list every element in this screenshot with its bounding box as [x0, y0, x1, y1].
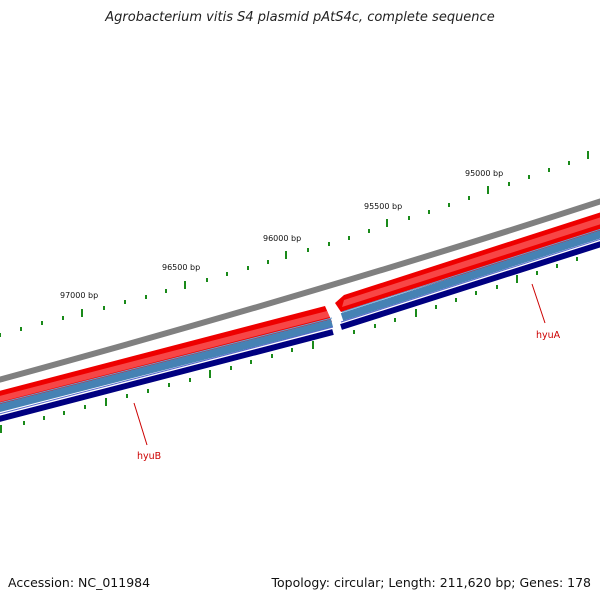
gene-label-hyuB[interactable]: hyuB: [137, 451, 161, 462]
scale-label-96500: 96500 bp: [162, 263, 200, 272]
inner-ticks: [0, 257, 578, 433]
scale-major-tick: [81, 309, 83, 317]
backbone-track: [0, 198, 600, 383]
scale-label-95500: 95500 bp: [364, 202, 402, 211]
gene-hyuB-leader: [133, 402, 148, 446]
accession-text: Accession: NC_011984: [8, 575, 151, 590]
scale-major-tick: [386, 219, 388, 227]
gene-label-hyuA[interactable]: hyuA: [536, 330, 561, 341]
steelblue-track: [0, 230, 600, 413]
map-title: Agrobacterium vitis S4 plasmid pAtS4c, c…: [105, 10, 495, 25]
sequence-summary: Topology: circular; Length: 211,620 bp; …: [271, 575, 592, 590]
scale-major-tick: [184, 281, 186, 289]
scale-major-tick: [587, 151, 589, 159]
scale-label-97000: 97000 bp: [60, 291, 98, 300]
navy-track: [0, 241, 600, 422]
scale-label-96000: 96000 bp: [263, 234, 301, 243]
scale-label-95000: 95000 bp: [465, 169, 503, 178]
scale-major-tick: [285, 251, 287, 259]
scale-dots: [0, 151, 589, 337]
gene-hyuA-leader: [531, 283, 546, 324]
scale-major-tick: [487, 186, 489, 194]
